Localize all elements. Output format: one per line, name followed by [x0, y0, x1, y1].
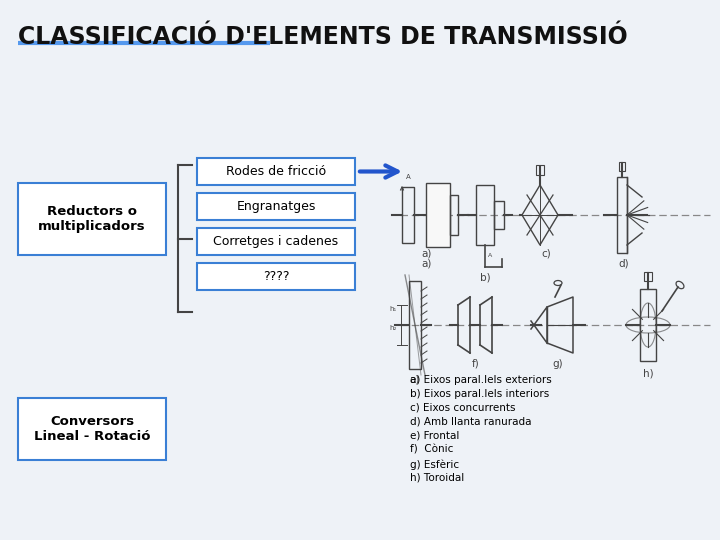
Bar: [450, 195, 458, 235]
Text: g) Esfèric: g) Esfèric: [410, 459, 459, 469]
Text: h₂: h₂: [390, 325, 397, 331]
FancyBboxPatch shape: [197, 158, 355, 185]
Text: f): f): [472, 359, 480, 369]
Text: Conversors
Lineal - Rotació: Conversors Lineal - Rotació: [34, 415, 150, 443]
Text: f)  Cònic: f) Cònic: [410, 445, 454, 455]
Bar: [426, 183, 450, 247]
Text: h): h): [643, 369, 653, 379]
Text: h) Toroidal: h) Toroidal: [410, 473, 464, 483]
Text: b) Eixos paral.lels interiors: b) Eixos paral.lels interiors: [410, 389, 549, 399]
Bar: [536, 165, 544, 175]
FancyBboxPatch shape: [197, 193, 355, 220]
Text: c): c): [541, 249, 551, 259]
Bar: [644, 272, 652, 281]
Text: Reductors o
multiplicadors: Reductors o multiplicadors: [38, 205, 146, 233]
Bar: [402, 187, 414, 243]
Text: e) Frontal: e) Frontal: [410, 431, 459, 441]
Text: Rodes de fricció: Rodes de fricció: [226, 165, 326, 178]
Text: d) Amb llanta ranurada: d) Amb llanta ranurada: [410, 417, 531, 427]
Text: Corretges i cadenes: Corretges i cadenes: [213, 235, 338, 248]
Text: a): a): [422, 259, 432, 269]
FancyBboxPatch shape: [197, 263, 355, 290]
Text: ????: ????: [263, 270, 289, 283]
Text: e): e): [410, 375, 420, 385]
Text: h₁: h₁: [390, 306, 397, 312]
Text: Engranatges: Engranatges: [236, 200, 315, 213]
Text: d): d): [618, 259, 629, 269]
Text: g): g): [553, 359, 563, 369]
Bar: [494, 201, 504, 229]
Text: c) Eixos concurrents: c) Eixos concurrents: [410, 403, 516, 413]
Bar: [476, 185, 494, 245]
FancyBboxPatch shape: [18, 398, 166, 460]
FancyBboxPatch shape: [18, 183, 166, 255]
FancyBboxPatch shape: [197, 228, 355, 255]
Bar: [409, 281, 421, 369]
Text: CLASSIFICACIÓ D'ELEMENTS DE TRANSMISSIÓ: CLASSIFICACIÓ D'ELEMENTS DE TRANSMISSIÓ: [18, 25, 628, 49]
Bar: [640, 289, 656, 361]
Text: a): a): [422, 249, 432, 259]
Bar: [617, 177, 627, 253]
Text: A: A: [488, 253, 492, 258]
Text: A: A: [405, 174, 410, 180]
Bar: [619, 162, 625, 171]
Text: a) Eixos paral.lels exteriors: a) Eixos paral.lels exteriors: [410, 375, 552, 385]
Text: b): b): [480, 272, 490, 282]
